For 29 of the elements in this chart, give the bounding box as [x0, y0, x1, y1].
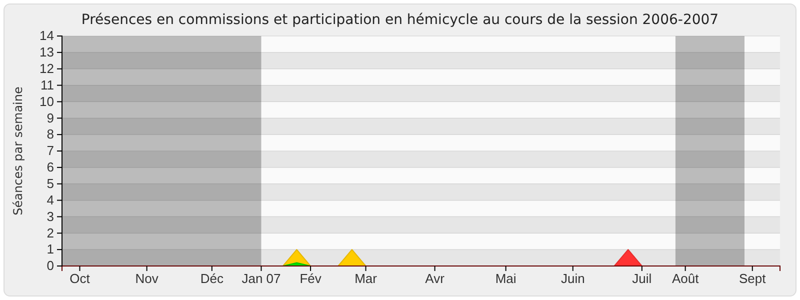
y-tick-label: 0 [46, 258, 54, 274]
y-tick-label: 11 [40, 77, 54, 92]
x-tick-label: Nov [135, 271, 159, 286]
x-tick-label: Oct [70, 271, 90, 286]
y-tick-label: 6 [46, 160, 54, 175]
y-tick-label: 13 [40, 44, 54, 60]
y-tick-label: 1 [46, 242, 54, 257]
y-axis-title: Séances par semaine [11, 86, 25, 216]
x-tick-label: Juil [632, 271, 652, 286]
y-tick-label: 4 [46, 192, 54, 208]
x-tick-label: Jan 07 [242, 271, 281, 286]
y-tick-label: 3 [46, 208, 54, 224]
x-tick-label: Déc [200, 271, 224, 286]
y-tick-label: 12 [40, 61, 54, 76]
y-tick-label: 2 [46, 225, 54, 240]
x-tick-label: Mai [495, 271, 516, 286]
x-tick-label: Fév [300, 271, 322, 286]
y-tick-label: 8 [46, 126, 54, 142]
y-tick-label: 14 [40, 28, 54, 44]
x-tick-label: Avr [425, 271, 446, 286]
y-tick-label: 7 [46, 143, 54, 158]
y-tick-label: 9 [46, 110, 54, 126]
chart-title: Présences en commissions et participation en hémicycle au cours de la session 2006-2007 [81, 12, 719, 28]
x-tick-label: Août [672, 271, 700, 286]
y-tick-label: 10 [40, 94, 54, 109]
y-tick-label: 5 [46, 176, 54, 192]
x-tick-label: Sept [739, 271, 766, 286]
x-tick-label: Juin [560, 271, 585, 286]
x-tick-label: Mar [354, 271, 378, 286]
